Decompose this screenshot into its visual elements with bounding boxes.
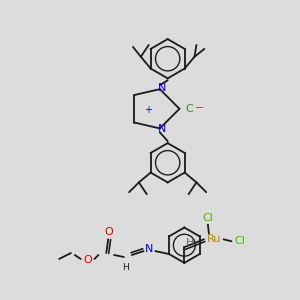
Text: H: H	[186, 238, 194, 248]
Text: +: +	[144, 105, 152, 115]
Text: N: N	[145, 244, 154, 254]
Text: −: −	[194, 103, 204, 113]
Text: Cl: Cl	[202, 213, 213, 223]
Text: C: C	[185, 104, 193, 114]
Text: Ru: Ru	[207, 234, 221, 244]
Text: N: N	[158, 83, 166, 93]
Text: H: H	[122, 263, 129, 272]
Text: O: O	[105, 227, 114, 237]
Text: N: N	[158, 124, 166, 134]
Text: O: O	[83, 255, 92, 265]
Text: Cl: Cl	[234, 236, 245, 246]
